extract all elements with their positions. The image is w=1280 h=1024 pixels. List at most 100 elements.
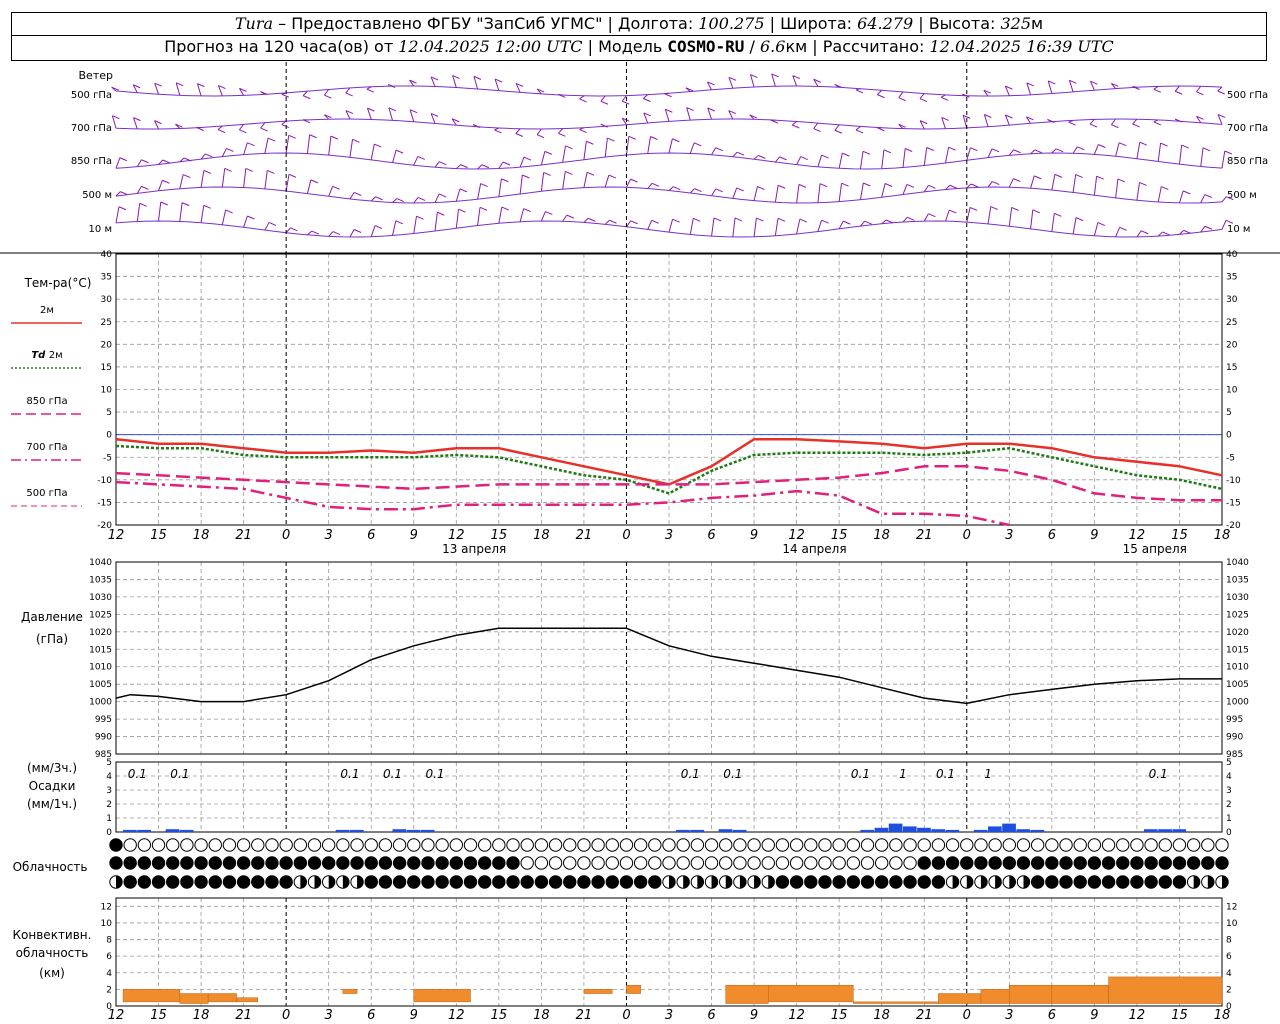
wind-barb-feather bbox=[1204, 194, 1213, 199]
cloud-symbol-half-fill bbox=[980, 875, 988, 889]
cloud-symbol-full bbox=[194, 875, 208, 889]
precip-total-label: 1 bbox=[899, 767, 907, 781]
cloud-symbol-full bbox=[1116, 875, 1130, 889]
wind-barb bbox=[732, 217, 736, 237]
precip-tick-label-right: 3 bbox=[1226, 786, 1232, 796]
wind-barb-feather bbox=[543, 171, 551, 176]
hour-tick-label: 12 bbox=[1129, 528, 1146, 543]
pressure-tick-label-right: 1035 bbox=[1226, 575, 1249, 585]
wind-barb-feather bbox=[693, 217, 701, 222]
wind-barb-feather bbox=[458, 208, 466, 213]
cloud-symbol-empty bbox=[633, 838, 648, 852]
wind-barb-feather bbox=[736, 151, 745, 156]
conv-unit: (км) bbox=[39, 966, 65, 980]
conv-hour-label: 6 bbox=[707, 1008, 715, 1023]
hour-tick-label: 18 bbox=[533, 528, 550, 543]
wind-barb bbox=[1153, 85, 1159, 90]
cloud-symbol-full bbox=[109, 838, 123, 852]
wind-barb bbox=[200, 153, 206, 160]
wind-barb-feather bbox=[310, 179, 319, 184]
precip-bar bbox=[137, 829, 151, 832]
conv-bar bbox=[725, 984, 769, 1004]
wind-barb bbox=[647, 182, 653, 189]
cloud-symbol-full bbox=[548, 875, 563, 889]
date-label: 14 апреля bbox=[782, 542, 846, 556]
temp-title: Тем-ра(°С) bbox=[24, 276, 92, 290]
wind-barb-feather bbox=[345, 110, 354, 114]
wind-barb-feather bbox=[374, 143, 382, 148]
precip-bar bbox=[179, 829, 194, 832]
wind-barb-feather bbox=[345, 92, 353, 97]
precip-bar bbox=[973, 829, 988, 832]
cloud-symbol-full bbox=[208, 856, 222, 870]
wind-barb bbox=[791, 121, 797, 126]
conv-bar bbox=[413, 989, 471, 1003]
precip-total-label: 0.1 bbox=[340, 767, 359, 781]
lat-label: Широта: bbox=[780, 14, 853, 33]
wind-barb bbox=[1072, 174, 1077, 193]
wind-barb-feather bbox=[565, 170, 573, 175]
cloud-symbol-full bbox=[407, 856, 421, 870]
wind-barb-feather bbox=[218, 85, 226, 89]
wind-barb-feather bbox=[112, 115, 120, 120]
cloud-symbol-full bbox=[251, 856, 265, 870]
wind-barb-feather bbox=[203, 169, 212, 174]
cloud-symbol-half-fill bbox=[697, 875, 704, 889]
wind-barb bbox=[1004, 114, 1010, 126]
wind-barb bbox=[902, 184, 908, 195]
cloud-symbol-full bbox=[917, 875, 931, 889]
wind-barb bbox=[1196, 85, 1202, 93]
wind-level-label-left: 500 м bbox=[82, 190, 112, 201]
wind-barb-feather bbox=[309, 134, 317, 139]
temp-tick-label-right: 10 bbox=[1226, 386, 1238, 396]
temp-tick-label-left: 15 bbox=[101, 363, 112, 373]
wind-barb-feather bbox=[481, 164, 490, 169]
wind-barb bbox=[966, 147, 971, 161]
cloud-symbol-empty bbox=[619, 856, 634, 870]
cloud-symbol-empty bbox=[690, 856, 705, 870]
cloud-symbol-full bbox=[789, 875, 804, 889]
wind-barb-feather bbox=[622, 117, 630, 122]
wind-barb-feather bbox=[302, 95, 311, 100]
cloud-symbol-full bbox=[222, 875, 237, 889]
cloud-symbol-full bbox=[1158, 856, 1172, 870]
cloud-symbol-full bbox=[1030, 856, 1045, 870]
cloud-symbol-empty bbox=[463, 838, 478, 852]
wind-barb-feather bbox=[502, 161, 511, 166]
wind-barb-feather bbox=[154, 120, 162, 125]
wind-barb bbox=[796, 184, 800, 204]
wind-barb-feather bbox=[132, 84, 141, 89]
temp-tick-label-right: -10 bbox=[1226, 476, 1241, 486]
cloud-symbol-empty bbox=[591, 856, 605, 870]
cloud-symbol-full bbox=[563, 875, 577, 889]
hour-tick-label: 15 bbox=[491, 528, 508, 543]
cloud-symbol-empty bbox=[1116, 838, 1130, 852]
wind-barb bbox=[328, 186, 334, 197]
conv-hour-label: 3 bbox=[325, 1008, 333, 1023]
wind-barb bbox=[238, 124, 245, 131]
precip-bar bbox=[165, 829, 180, 832]
wind-barb bbox=[881, 183, 886, 198]
cloud-symbol-empty bbox=[151, 838, 166, 852]
wind-barb bbox=[1200, 225, 1206, 233]
precip-bar bbox=[123, 829, 137, 832]
cloud-symbol-empty bbox=[945, 838, 960, 852]
wind-barb-feather bbox=[417, 155, 426, 160]
wind-barb bbox=[711, 188, 717, 197]
legend-name: гПа bbox=[49, 488, 68, 499]
wind-barb-feather bbox=[430, 76, 439, 81]
precip-bar bbox=[420, 829, 435, 832]
cloud-symbol-full bbox=[1087, 875, 1102, 889]
wind-barb-feather bbox=[779, 156, 787, 161]
conv-title-2: облачность bbox=[16, 946, 89, 960]
wind-barb-feather bbox=[1119, 226, 1127, 231]
wind-barb bbox=[686, 107, 691, 121]
wind-barb bbox=[1068, 119, 1074, 123]
precip-total-label: 0.1 bbox=[170, 767, 189, 781]
wind-barb bbox=[1093, 176, 1098, 196]
wind-barb bbox=[604, 219, 610, 225]
cloud-symbol-full bbox=[1059, 856, 1073, 870]
legend-prefix: 700 bbox=[26, 442, 48, 453]
temp-tick-label-right: 0 bbox=[1226, 431, 1232, 441]
wind-barb-feather bbox=[225, 209, 233, 214]
